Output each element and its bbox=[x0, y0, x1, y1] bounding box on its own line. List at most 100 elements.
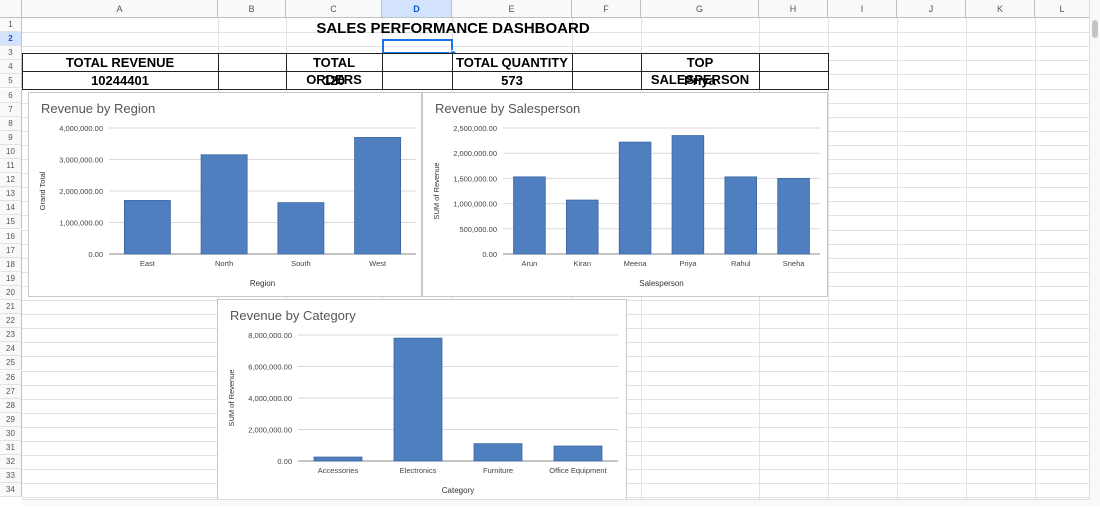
row-header-6[interactable]: 6 bbox=[0, 88, 22, 103]
dashboard-title[interactable]: SALES PERFORMANCE DASHBOARD bbox=[316, 20, 590, 37]
row-header-15[interactable]: 15 bbox=[0, 215, 22, 230]
select-all-corner[interactable] bbox=[0, 0, 22, 18]
kpi-cell-border[interactable] bbox=[572, 71, 642, 90]
x-tick-label: West bbox=[369, 259, 387, 268]
x-tick-label: Office Equipment bbox=[549, 466, 607, 475]
bar-east bbox=[123, 200, 171, 255]
row-header-2[interactable]: 2 bbox=[0, 32, 22, 47]
x-tick-label: Accessories bbox=[318, 466, 359, 475]
row-header-22[interactable]: 22 bbox=[0, 314, 22, 329]
chart-revenue-by-salesperson[interactable]: Revenue by Salesperson 0.00 500,000.00 1,00… bbox=[422, 92, 828, 297]
bar-priya bbox=[671, 135, 705, 255]
row-header-31[interactable]: 31 bbox=[0, 441, 22, 456]
column-header-B[interactable]: B bbox=[218, 0, 286, 18]
row-header-5[interactable]: 5 bbox=[0, 74, 22, 89]
row-header-28[interactable]: 28 bbox=[0, 398, 22, 413]
gridline-vertical bbox=[966, 18, 967, 506]
chart-svg: 0.00 500,000.00 1,000,000.00 1,500,000.00 2,… bbox=[432, 124, 820, 288]
gridline-vertical bbox=[1035, 18, 1036, 506]
kpi-cell-border[interactable] bbox=[759, 71, 829, 90]
row-header-12[interactable]: 12 bbox=[0, 173, 22, 188]
x-tick-label: Electronics bbox=[400, 466, 437, 475]
x-tick-label: Priya bbox=[679, 259, 697, 268]
kpi-value: 573 bbox=[501, 73, 523, 88]
row-header-24[interactable]: 24 bbox=[0, 342, 22, 357]
row-header-25[interactable]: 25 bbox=[0, 356, 22, 371]
row-header-26[interactable]: 26 bbox=[0, 370, 22, 385]
row-header-32[interactable]: 32 bbox=[0, 455, 22, 470]
x-tick-label: Meena bbox=[624, 259, 648, 268]
bar-meena bbox=[618, 141, 652, 255]
gridline-vertical bbox=[897, 18, 898, 506]
kpi-cell-border[interactable] bbox=[218, 53, 287, 72]
row-header-9[interactable]: 9 bbox=[0, 130, 22, 145]
kpi-value: Priya bbox=[684, 73, 716, 88]
row-header-20[interactable]: 20 bbox=[0, 285, 22, 300]
row-header-3[interactable]: 3 bbox=[0, 46, 22, 61]
x-tick-label: South bbox=[291, 259, 311, 268]
gridline-horizontal bbox=[22, 46, 1090, 48]
kpi-cell-border[interactable] bbox=[218, 71, 287, 90]
vertical-scroll-thumb[interactable] bbox=[1092, 20, 1098, 38]
bar-kiran bbox=[565, 199, 599, 255]
y-tick-label: 0.00 bbox=[482, 250, 497, 259]
row-header-23[interactable]: 23 bbox=[0, 328, 22, 343]
bar-south bbox=[277, 202, 325, 255]
column-header-D[interactable]: D bbox=[382, 0, 452, 18]
row-header-29[interactable]: 29 bbox=[0, 412, 22, 427]
bar-west bbox=[354, 137, 402, 255]
y-axis-title: SUM of Revenue bbox=[227, 369, 236, 426]
bar-north bbox=[200, 154, 248, 255]
row-header-30[interactable]: 30 bbox=[0, 426, 22, 441]
row-header-10[interactable]: 10 bbox=[0, 144, 22, 159]
x-axis-title: Category bbox=[442, 486, 474, 495]
bar-furniture bbox=[473, 443, 523, 462]
row-header-16[interactable]: 16 bbox=[0, 229, 22, 244]
kpi-label: TOTAL ORDERS bbox=[306, 55, 362, 87]
y-axis-title: Grand Total bbox=[38, 171, 47, 210]
column-header-C[interactable]: C bbox=[286, 0, 382, 18]
column-header-I[interactable]: I bbox=[828, 0, 897, 18]
chart-revenue-by-category[interactable]: Revenue by Category 0.00 2,000,000.00 4,000… bbox=[217, 299, 627, 506]
row-header-18[interactable]: 18 bbox=[0, 257, 22, 272]
vertical-scrollbar[interactable] bbox=[1089, 0, 1100, 506]
kpi-value: 10244401 bbox=[91, 73, 149, 88]
row-header-17[interactable]: 17 bbox=[0, 243, 22, 258]
x-tick-label: Sneha bbox=[783, 259, 806, 268]
row-header-27[interactable]: 27 bbox=[0, 384, 22, 399]
row-header-13[interactable]: 13 bbox=[0, 187, 22, 202]
kpi-cell-border[interactable] bbox=[382, 71, 453, 90]
column-header-H[interactable]: H bbox=[759, 0, 828, 18]
row-header-21[interactable]: 21 bbox=[0, 300, 22, 315]
row-header-33[interactable]: 33 bbox=[0, 469, 22, 484]
y-tick-label: 2,000,000.00 bbox=[59, 187, 103, 196]
kpi-cell-border[interactable] bbox=[759, 53, 829, 72]
row-header-7[interactable]: 7 bbox=[0, 102, 22, 117]
chart-svg: 0.00 2,000,000.00 4,000,000.00 6,000,000.00… bbox=[227, 331, 618, 495]
column-header-A[interactable]: A bbox=[22, 0, 218, 18]
column-header-L[interactable]: L bbox=[1035, 0, 1090, 18]
y-tick-label: 500,000.00 bbox=[459, 225, 497, 234]
kpi-cell-border[interactable] bbox=[572, 53, 642, 72]
row-header-4[interactable]: 4 bbox=[0, 60, 22, 75]
kpi-label: TOTAL QUANTITY bbox=[456, 55, 568, 70]
row-header-1[interactable]: 1 bbox=[0, 18, 22, 33]
row-header-34[interactable]: 34 bbox=[0, 483, 22, 498]
column-header-F[interactable]: F bbox=[572, 0, 641, 18]
y-tick-label: 4,000,000.00 bbox=[248, 394, 292, 403]
row-header-11[interactable]: 11 bbox=[0, 159, 22, 174]
column-header-K[interactable]: K bbox=[966, 0, 1035, 18]
y-tick-label: 4,000,000.00 bbox=[59, 124, 103, 133]
row-header-19[interactable]: 19 bbox=[0, 271, 22, 286]
kpi-label: TOTAL REVENUE bbox=[65, 55, 175, 70]
row-header-8[interactable]: 8 bbox=[0, 116, 22, 131]
active-cell-D2[interactable] bbox=[382, 39, 453, 54]
chart-revenue-by-region[interactable]: Revenue by Region 0.00 1,000,000.00 2,000,0… bbox=[28, 92, 422, 297]
row-header-14[interactable]: 14 bbox=[0, 201, 22, 216]
column-header-E[interactable]: E bbox=[452, 0, 572, 18]
column-header-J[interactable]: J bbox=[897, 0, 966, 18]
bar-sneha bbox=[777, 178, 810, 255]
kpi-cell-border[interactable] bbox=[382, 53, 453, 72]
horizontal-scrollbar[interactable] bbox=[22, 499, 1090, 506]
column-header-G[interactable]: G bbox=[641, 0, 759, 18]
